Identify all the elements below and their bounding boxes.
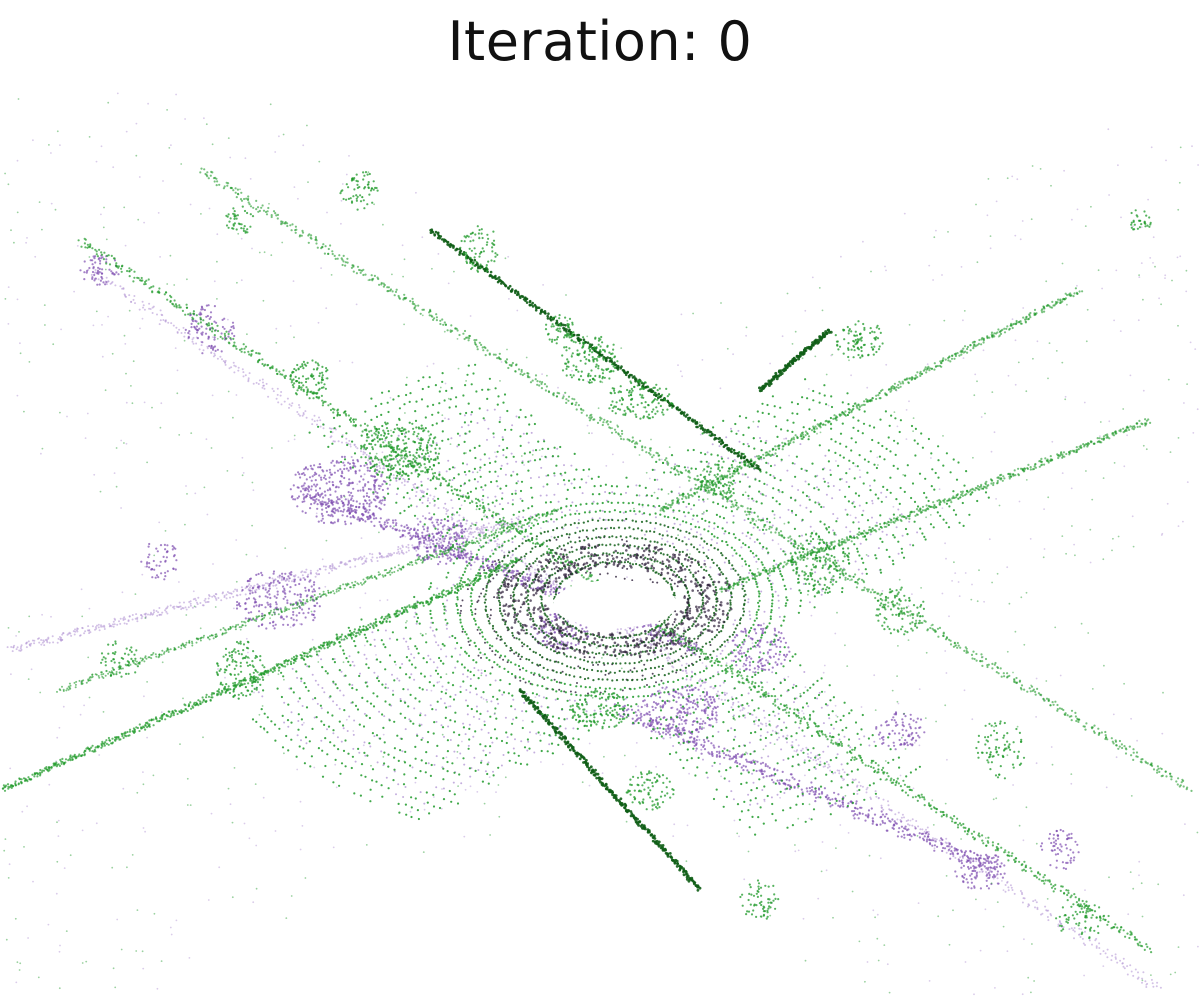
- ego-vehicle-hole: [553, 580, 677, 628]
- point-cloud-canvas[interactable]: [0, 90, 1200, 996]
- iteration-title: Iteration: 0: [447, 10, 753, 73]
- ego-vehicle-shadow: [496, 543, 733, 657]
- target-point-cloud: [1, 98, 1199, 994]
- point-cloud-view[interactable]: [0, 90, 1200, 996]
- source-point-cloud: [6, 92, 1199, 996]
